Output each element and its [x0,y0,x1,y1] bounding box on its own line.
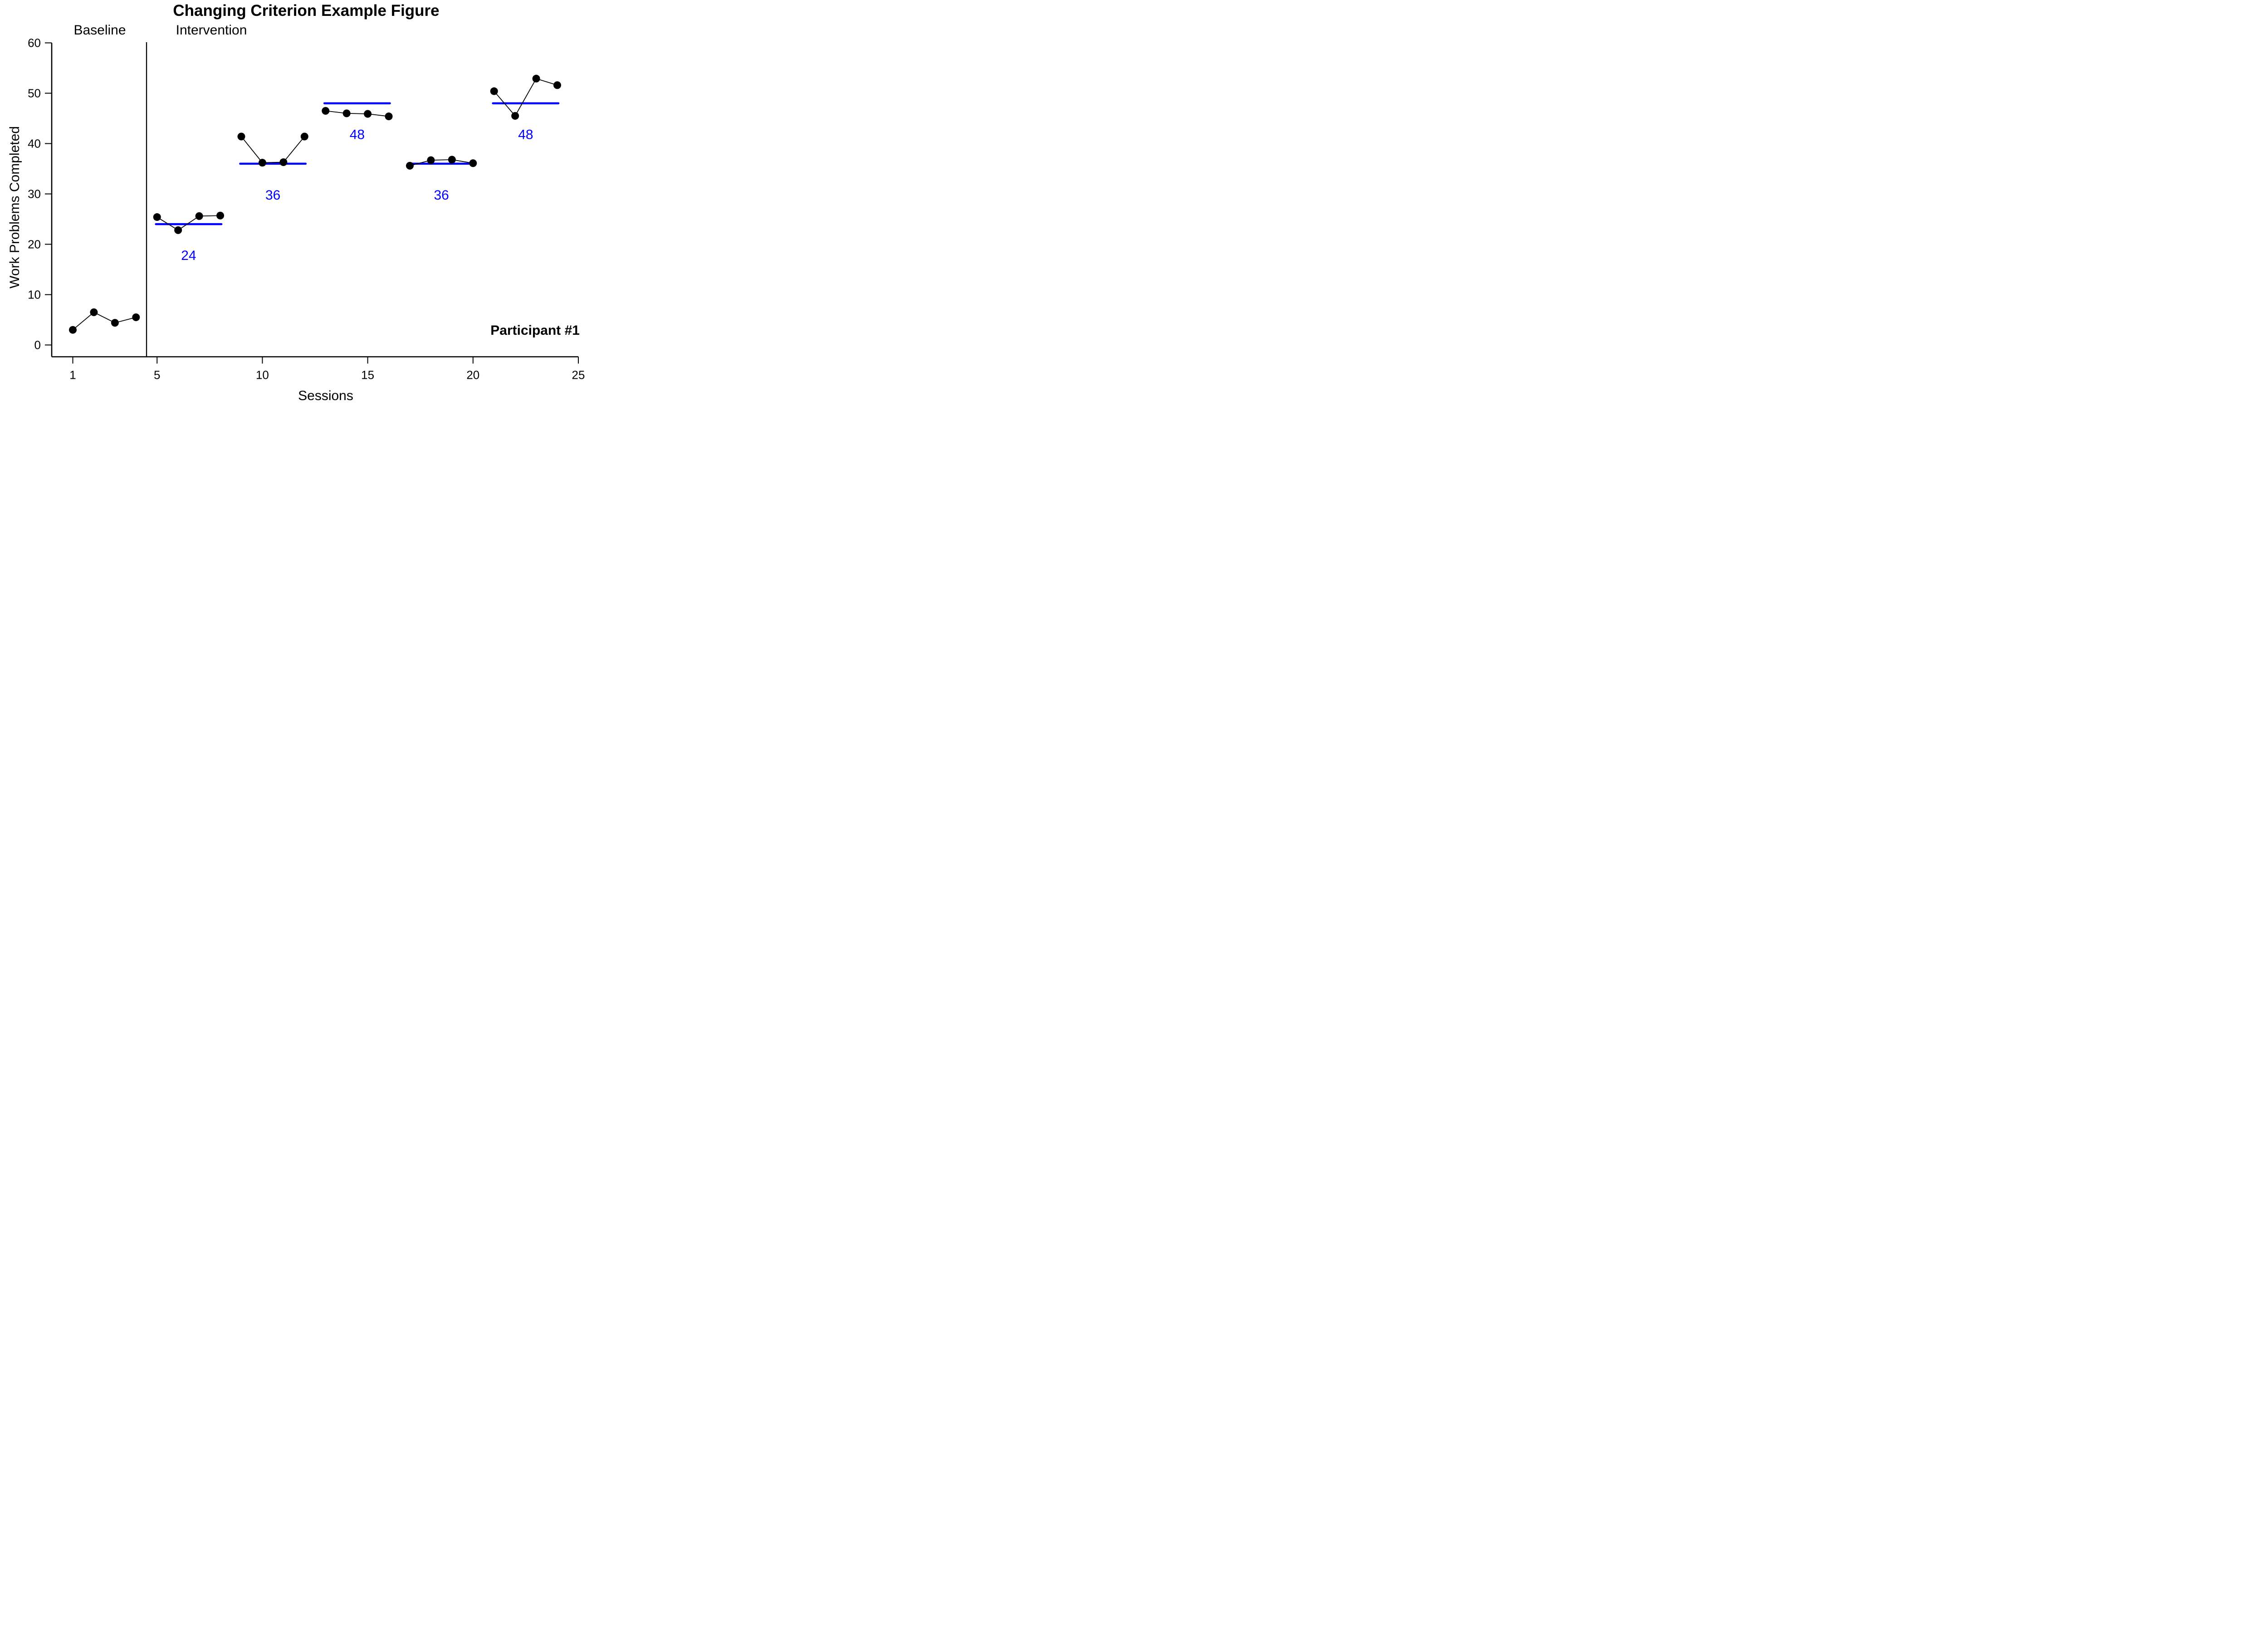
data-point [258,159,266,167]
participant-label: Participant #1 [490,323,580,338]
data-point [279,158,288,166]
x-axis-title: Sessions [298,388,353,403]
criterion-value-label: 24 [181,248,196,263]
data-point [364,110,372,118]
data-point [532,74,540,83]
baseline-phase-label: Baseline [73,23,126,38]
data-point [153,213,161,221]
changing-criterion-figure: 0 10 20 30 40 50 60 1 5 10 15 20 25 24 36 48 36 48 Changi… [0,0,612,408]
data-line-segment [241,136,305,163]
data-point [406,161,414,170]
criterion-value-label: 36 [265,188,280,203]
y-axis-title: Work Problems Completed [7,126,22,288]
data-point [69,326,77,334]
y-tick-label: 0 [34,338,41,352]
data-point [427,156,435,164]
y-tick-label: 40 [28,137,41,151]
data-line-segment [494,78,557,117]
x-tick-label: 20 [466,368,479,382]
data-point [111,319,119,327]
criterion-value-label: 48 [518,127,533,142]
data-point [490,87,498,95]
data-line-segment [325,110,389,117]
data-point [511,112,519,120]
data-line-segment [410,159,473,166]
data-point [300,132,308,141]
data-point [132,313,140,321]
data-point [216,211,225,220]
y-tick-label: 20 [28,238,41,251]
data-point [553,81,562,89]
data-point [385,112,393,121]
data-point [469,159,477,167]
x-tick-label: 1 [69,368,76,382]
x-tick-label: 10 [256,368,269,382]
y-tick-label: 50 [28,87,41,100]
x-tick-label: 15 [361,368,374,382]
data-point [237,132,245,141]
data-point [195,212,203,220]
data-point [174,226,182,234]
data-line-segment [156,215,220,231]
data-point [448,156,456,164]
data-line-segment [72,312,137,330]
data-point [322,107,330,115]
y-tick-label: 60 [28,36,41,50]
y-tick-label: 30 [28,187,41,201]
chart-title: Changing Criterion Example Figure [173,2,440,20]
x-tick-label: 5 [154,368,160,382]
data-point [342,109,351,117]
y-tick-label: 10 [28,288,41,302]
criterion-value-label: 36 [434,188,449,203]
data-point [90,308,98,316]
intervention-phase-label: Intervention [176,23,247,38]
criterion-value-label: 48 [350,127,365,142]
x-tick-label: 25 [572,368,585,382]
